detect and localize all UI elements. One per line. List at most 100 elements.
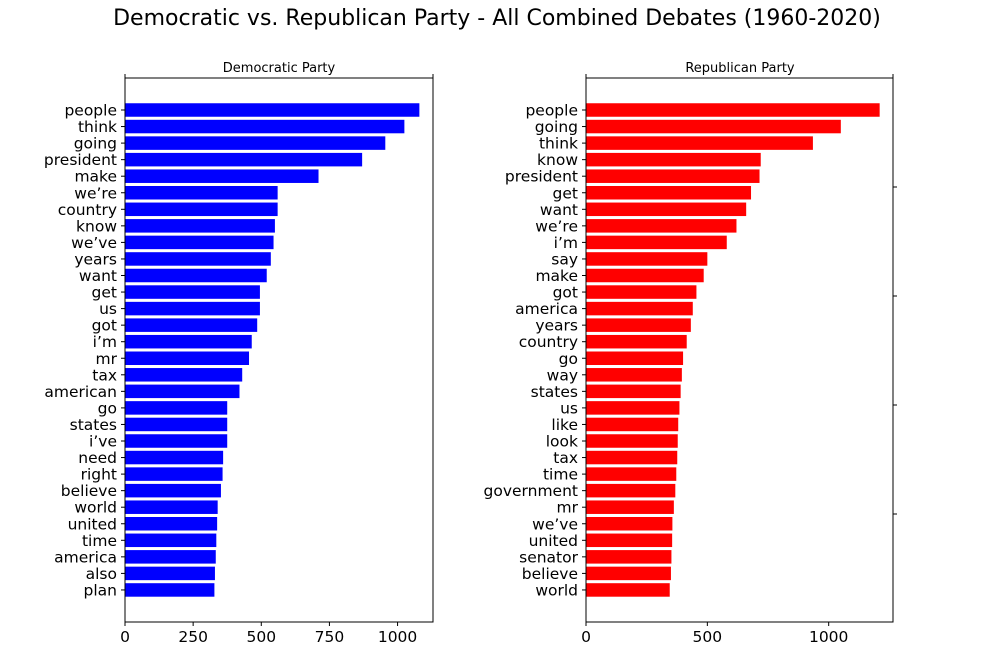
- democratic-bar-tax: [125, 368, 242, 382]
- democratic-bar-years: [125, 252, 271, 266]
- democratic-y-tick-label: we’ve: [71, 234, 117, 252]
- republican-y-tick-label: states: [531, 383, 578, 401]
- republican-bar-look: [586, 434, 678, 448]
- democratic-y-tick-label: get: [92, 284, 117, 302]
- democratic-y-tick-label: right: [81, 466, 117, 484]
- republican-y-tick-label: say: [551, 250, 578, 268]
- republican-bar-us: [586, 401, 679, 415]
- democratic-bar-country: [125, 203, 278, 217]
- republican-y-tick-label: president: [505, 168, 578, 186]
- republican-x-tick-label: 1000: [809, 628, 848, 646]
- democratic-y-tick-label: know: [76, 217, 117, 235]
- republican-y-tick-label: think: [539, 135, 578, 153]
- democratic-y-tick-label: tax: [92, 366, 117, 384]
- democratic-bar-states: [125, 418, 227, 432]
- republican-bar-think: [586, 136, 813, 150]
- republican-y-tick-label: senator: [519, 548, 578, 566]
- republican-y-tick-label: united: [529, 532, 578, 550]
- democratic-bar-world: [125, 500, 218, 514]
- democratic-y-tick-label: i’ve: [89, 433, 117, 451]
- republican-bar-mr: [586, 500, 674, 514]
- republican-bar-got: [586, 285, 696, 299]
- republican-bar-states: [586, 385, 681, 399]
- republican-bar-say: [586, 252, 707, 266]
- republican-bar-know: [586, 153, 761, 167]
- republican-y-tick-label: believe: [522, 565, 578, 583]
- republican-y-tick-label: us: [560, 399, 578, 417]
- democratic-y-tick-label: also: [86, 565, 117, 583]
- democratic-y-tick-label: believe: [61, 482, 117, 500]
- democratic-y-tick-label: united: [68, 515, 117, 533]
- democratic-bar-also: [125, 567, 215, 581]
- democratic-bar-president: [125, 153, 362, 167]
- democratic-bar-going: [125, 136, 385, 150]
- republican-bar-world: [586, 583, 670, 597]
- republican-y-tick-label: we’re: [535, 217, 578, 235]
- democratic-y-tick-label: states: [70, 416, 117, 434]
- democratic-y-tick-label: country: [58, 201, 117, 219]
- republican-bar-people: [586, 103, 880, 117]
- democratic-y-tick-label: want: [79, 267, 117, 285]
- democratic-bar-think: [125, 120, 404, 134]
- democratic-bars: peoplethinkgoingpresidentmakewe’recountr…: [44, 74, 433, 646]
- democratic-bar-know: [125, 219, 275, 233]
- republican-bar-we-re: [586, 219, 736, 233]
- republican-y-tick-label: years: [535, 317, 578, 335]
- democratic-y-tick-label: world: [74, 499, 117, 517]
- republican-bar-we-ve: [586, 517, 672, 531]
- republican-y-tick-label: world: [535, 581, 578, 599]
- democratic-bar-i-m: [125, 335, 252, 349]
- republican-y-tick-label: got: [553, 284, 578, 302]
- republican-y-tick-label: going: [535, 118, 578, 136]
- republican-bar-tax: [586, 451, 677, 465]
- figure-title: Democratic vs. Republican Party - All Co…: [113, 6, 881, 31]
- republican-y-tick-label: america: [515, 300, 578, 318]
- democratic-bar-united: [125, 517, 217, 531]
- republican-y-tick-label: government: [484, 482, 579, 500]
- democratic-bar-plan: [125, 583, 214, 597]
- democratic-panel: Democratic Party peoplethinkgoingpreside…: [44, 61, 433, 646]
- republican-y-tick-label: tax: [553, 449, 578, 467]
- democratic-y-tick-label: think: [78, 118, 117, 136]
- democratic-bar-right: [125, 467, 223, 481]
- democratic-x-tick-label: 1000: [378, 628, 417, 646]
- democratic-y-tick-label: going: [74, 135, 117, 153]
- republican-y-tick-label: like: [551, 416, 578, 434]
- democratic-bar-time: [125, 534, 216, 548]
- republican-y-tick-label: make: [535, 267, 578, 285]
- republican-bar-government: [586, 484, 675, 498]
- democratic-bar-us: [125, 302, 260, 316]
- democratic-y-tick-label: we’re: [74, 184, 117, 202]
- democratic-x-tick-label: 0: [120, 628, 130, 646]
- democratic-bar-believe: [125, 484, 221, 498]
- democratic-x-tick-label: 250: [178, 628, 208, 646]
- democratic-y-tick-label: got: [92, 317, 117, 335]
- democratic-x-tick-label: 750: [315, 628, 345, 646]
- republican-y-tick-label: way: [547, 366, 578, 384]
- democratic-bar-need: [125, 451, 223, 465]
- republican-y-tick-label: know: [537, 151, 578, 169]
- republican-bar-like: [586, 418, 678, 432]
- democratic-bar-american: [125, 385, 239, 399]
- democratic-bar-i-ve: [125, 434, 227, 448]
- democratic-panel-title: Democratic Party: [223, 61, 336, 76]
- democratic-bar-got: [125, 318, 257, 332]
- republican-bar-believe: [586, 567, 671, 581]
- republican-bar-senator: [586, 550, 671, 564]
- democratic-x-tick-label: 500: [246, 628, 276, 646]
- republican-x-tick-label: 500: [693, 628, 723, 646]
- democratic-bar-make: [125, 169, 319, 183]
- republican-bar-country: [586, 335, 687, 349]
- republican-y-tick-label: go: [559, 350, 578, 368]
- democratic-y-tick-label: time: [82, 532, 117, 550]
- republican-y-tick-label: look: [546, 433, 578, 451]
- republican-bar-go: [586, 352, 683, 366]
- democratic-bar-people: [125, 103, 419, 117]
- republican-bars: peoplegoingthinkknowpresidentgetwantwe’r…: [484, 74, 898, 646]
- republican-bar-years: [586, 318, 691, 332]
- democratic-y-tick-label: mr: [96, 350, 118, 368]
- republican-bar-i-m: [586, 236, 727, 250]
- democratic-y-tick-label: america: [54, 548, 117, 566]
- democratic-y-tick-label: need: [78, 449, 117, 467]
